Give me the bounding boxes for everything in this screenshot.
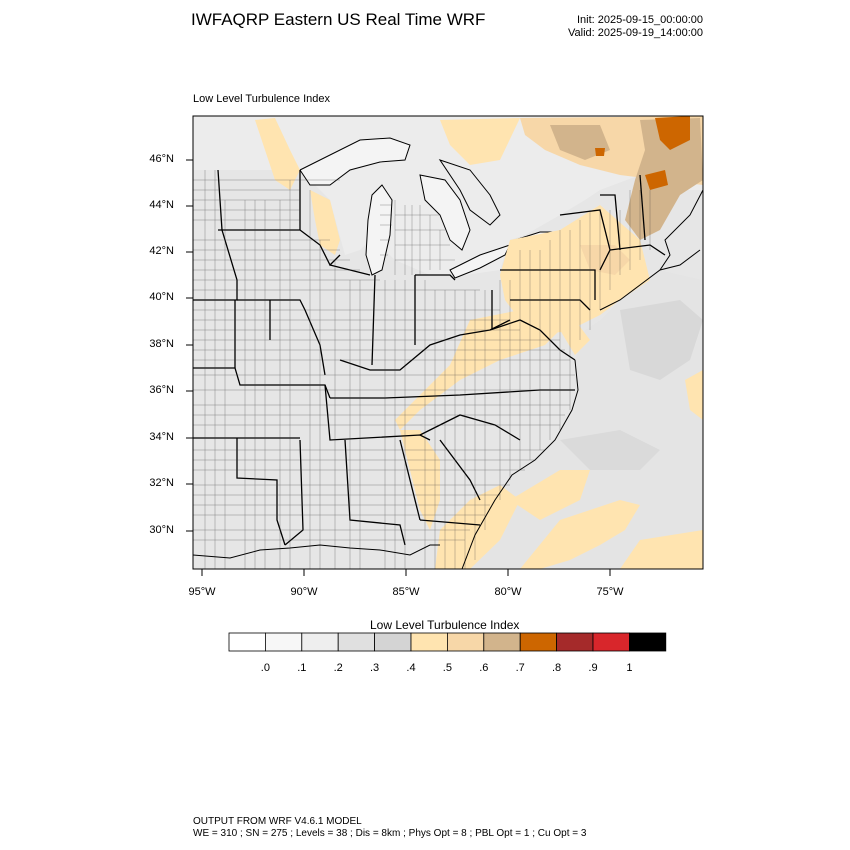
lat-label-46: 46°N xyxy=(149,153,174,165)
colorbar-box xyxy=(337,632,376,652)
lon-label-90w: 90°W xyxy=(290,586,318,598)
init-time: Init: 2025-09-15_00:00:00 xyxy=(577,14,703,26)
map-frame xyxy=(192,115,704,570)
footer-line-2: WE = 310 ; SN = 275 ; Levels = 38 ; Dis … xyxy=(193,828,587,839)
lon-label-80w: 80°W xyxy=(494,586,522,598)
colorbar-tick-label: .3 xyxy=(370,662,380,674)
county-boundaries xyxy=(193,170,651,569)
run-times: Init: 2025-09-15_00:00:00 Valid: 2025-09… xyxy=(568,14,703,40)
colorbar-tick-label: .0 xyxy=(260,662,270,674)
colorbar-tick-label: .1 xyxy=(297,662,307,674)
colorbar-box xyxy=(556,632,594,652)
coastlines xyxy=(193,159,703,569)
map-frame-content xyxy=(193,116,703,569)
lat-label-36: 36°N xyxy=(149,384,174,396)
lake-huron xyxy=(419,174,471,251)
lat-label-30: 30°N xyxy=(149,524,174,536)
colorbar-title: Low Level Turbulence Index xyxy=(370,618,520,632)
lon-ticks xyxy=(201,569,611,576)
colorbar xyxy=(228,632,667,652)
lat-label-38: 38°N xyxy=(149,338,174,350)
colorbar-tick-label: .8 xyxy=(552,662,562,674)
colorbar-box xyxy=(374,632,412,652)
lake-erie xyxy=(449,244,511,279)
colorbar-tick-label: .5 xyxy=(442,662,452,674)
colorbar-tick-label: .6 xyxy=(479,662,489,674)
colorbar-box xyxy=(519,632,558,652)
lake-michigan xyxy=(365,184,393,276)
colorbar-box xyxy=(228,632,266,652)
colorbar-box xyxy=(483,632,521,652)
lat-label-40: 40°N xyxy=(149,291,174,303)
lat-label-34: 34°N xyxy=(149,431,174,443)
lake-superior xyxy=(299,137,411,186)
ocean-shading xyxy=(560,300,703,470)
lat-label-42: 42°N xyxy=(149,245,174,257)
lat-label-32: 32°N xyxy=(149,477,174,489)
footer-line-1: OUTPUT FROM WRF V4.6.1 MODEL xyxy=(193,816,362,827)
lon-label-95w: 95°W xyxy=(188,586,216,598)
colorbar-box xyxy=(629,632,667,652)
colorbar-box xyxy=(446,632,485,652)
colorbar-tick-label: .2 xyxy=(333,662,343,674)
lat-ticks xyxy=(186,159,193,532)
lat-label-44: 44°N xyxy=(149,199,174,211)
colorbar-box xyxy=(301,632,339,652)
page-title: IWFAQRP Eastern US Real Time WRF xyxy=(191,10,486,29)
colorbar-tick-label: 1 xyxy=(626,662,633,674)
valid-time: Valid: 2025-09-19_14:00:00 xyxy=(568,27,703,39)
model-footer: OUTPUT FROM WRF V4.6.1 MODEL WE = 310 ; … xyxy=(193,816,586,840)
colorbar-tick-label: .4 xyxy=(406,662,416,674)
plot-label: Low Level Turbulence Index xyxy=(193,93,330,105)
colorbar-box xyxy=(264,632,303,652)
lon-label-75w: 75°W xyxy=(596,586,624,598)
colorbar-tick-label: .9 xyxy=(588,662,598,674)
colorbar-tick-label: .7 xyxy=(515,662,525,674)
colorbar-box xyxy=(592,632,630,652)
lon-label-85w: 85°W xyxy=(392,586,420,598)
colorbar-box xyxy=(410,632,448,652)
